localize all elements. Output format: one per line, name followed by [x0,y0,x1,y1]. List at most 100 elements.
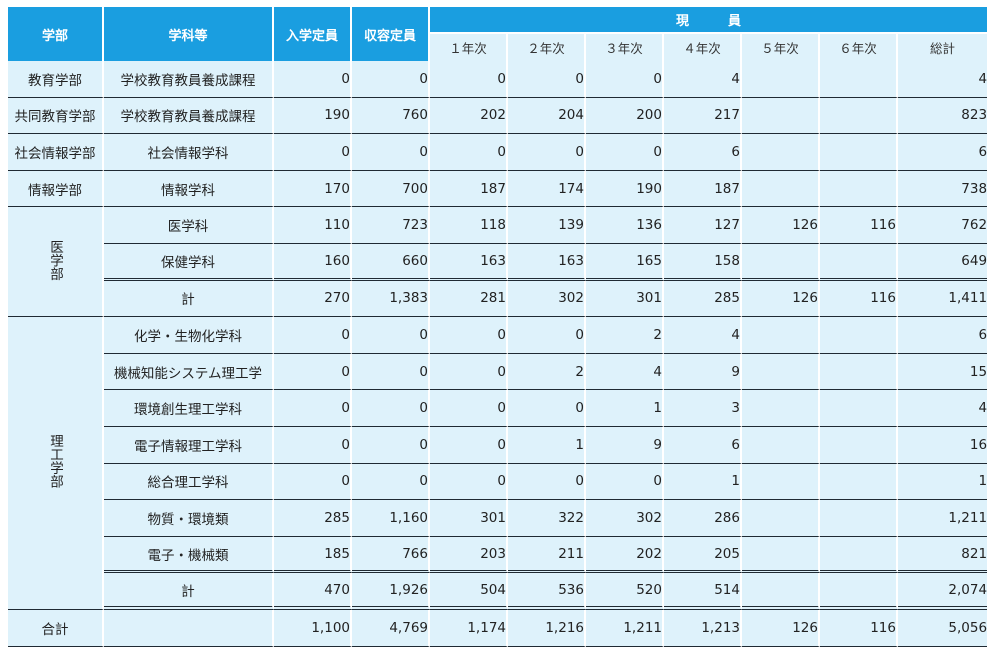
table-row: 機械知能システム理工学 0 0 0 2 4 9 15 [8,353,988,391]
faculty-cell: 共同教育学部 [8,97,104,135]
table-row: 教育学部 学校教育教員養成課程 0 0 0 0 0 4 4 [8,61,988,98]
table-cell: 0 [508,463,586,501]
table-cell [820,390,898,427]
table-row: 環境創生理工学科 0 0 0 0 1 3 4 [8,390,988,427]
table-cell: 4 [898,390,988,427]
table-cell: 0 [352,463,430,501]
table-cell: 6 [898,134,988,171]
table-cell [742,61,820,98]
table-cell: 520 [586,573,664,610]
table-cell: 0 [352,134,430,171]
faculty-cell: 社会情報学部 [8,134,104,171]
table-cell: 0 [352,390,430,427]
table-cell [742,317,820,354]
table-cell: 116 [820,207,898,244]
table-cell [820,536,898,574]
table-cell [742,500,820,537]
table-cell: 6 [664,426,742,464]
table-cell: 0 [274,426,352,464]
table-cell: 9 [664,353,742,391]
table-cell [820,426,898,464]
table-cell: 470 [274,573,352,610]
header-faculty: 学部 [8,7,104,61]
table-cell: 1,100 [274,609,352,647]
table-cell [820,317,898,354]
table-cell: 16 [898,426,988,464]
table-cell: 136 [586,207,664,244]
table-cell: 203 [430,536,508,574]
table-row: 電子・機械類 185 766 203 211 202 205 821 [8,536,988,574]
table-cell: 160 [274,243,352,281]
table-cell: 514 [664,573,742,610]
table-row: 物質・環境類 285 1,160 301 322 302 286 1,211 [8,500,988,537]
header-year-1: １年次 [430,34,508,61]
table-cell: 0 [274,134,352,171]
table-cell: 118 [430,207,508,244]
table-cell: 0 [508,317,586,354]
table-cell: 0 [352,426,430,464]
table-cell: 0 [586,463,664,501]
table-cell: 301 [586,280,664,318]
table-cell: 1 [664,463,742,501]
table-cell: 281 [430,280,508,318]
table-cell: 0 [274,390,352,427]
table-cell: 0 [430,353,508,391]
department-cell: 化学・生物化学科 [104,317,274,354]
table-cell: 163 [508,243,586,281]
table-cell: 1 [586,390,664,427]
table-cell [742,536,820,574]
header-capacity: 収容定員 [352,7,430,61]
table-cell: 165 [586,243,664,281]
table-cell: 126 [742,280,820,318]
table-cell: 2,074 [898,573,988,610]
table-cell: 211 [508,536,586,574]
table-cell: 174 [508,170,586,208]
table-cell: 202 [430,97,508,135]
table-cell: 110 [274,207,352,244]
faculty-cell: 医学部 [8,207,104,318]
table-cell: 1,383 [352,280,430,318]
table-cell: 1,926 [352,573,430,610]
table-cell: 205 [664,536,742,574]
table-cell: 762 [898,207,988,244]
table-cell: 1,211 [586,609,664,647]
table-cell: 285 [664,280,742,318]
table-row: 共同教育学部 学校教育教員養成課程 190 760 202 204 200 217 823 [8,97,988,135]
department-cell: 電子・機械類 [104,536,274,574]
faculty-cell: 理工学部 [8,317,104,610]
table-cell: 302 [508,280,586,318]
table-cell: 6 [664,134,742,171]
table-cell: 185 [274,536,352,574]
table-cell [742,170,820,208]
table-cell [820,353,898,391]
table-cell: 1,211 [898,500,988,537]
table-cell: 4 [586,353,664,391]
table-cell: 187 [664,170,742,208]
table-cell: 0 [274,317,352,354]
table-cell: 126 [742,609,820,647]
table-cell: 0 [430,134,508,171]
table-cell: 3 [664,390,742,427]
department-cell: 社会情報学科 [104,134,274,171]
department-cell: 学校教育教員養成課程 [104,97,274,135]
department-cell: 学校教育教員養成課程 [104,61,274,98]
table-cell [742,243,820,281]
header-year-2: ２年次 [508,34,586,61]
department-cell: 機械知能システム理工学 [104,353,274,391]
table-cell: 1,213 [664,609,742,647]
table-cell: 723 [352,207,430,244]
department-cell: 環境創生理工学科 [104,390,274,427]
table-cell: 2 [508,353,586,391]
table-cell: 660 [352,243,430,281]
table-cell: 116 [820,280,898,318]
table-cell: 1,174 [430,609,508,647]
subtotal-row: 計 470 1,926 504 536 520 514 2,074 [8,573,988,610]
table-cell: 1,160 [352,500,430,537]
table-cell: 322 [508,500,586,537]
table-cell [820,97,898,135]
table-cell: 536 [508,573,586,610]
table-cell [820,573,898,610]
department-cell: 電子情報理工学科 [104,426,274,464]
department-cell: 総合理工学科 [104,463,274,501]
table-cell: 139 [508,207,586,244]
